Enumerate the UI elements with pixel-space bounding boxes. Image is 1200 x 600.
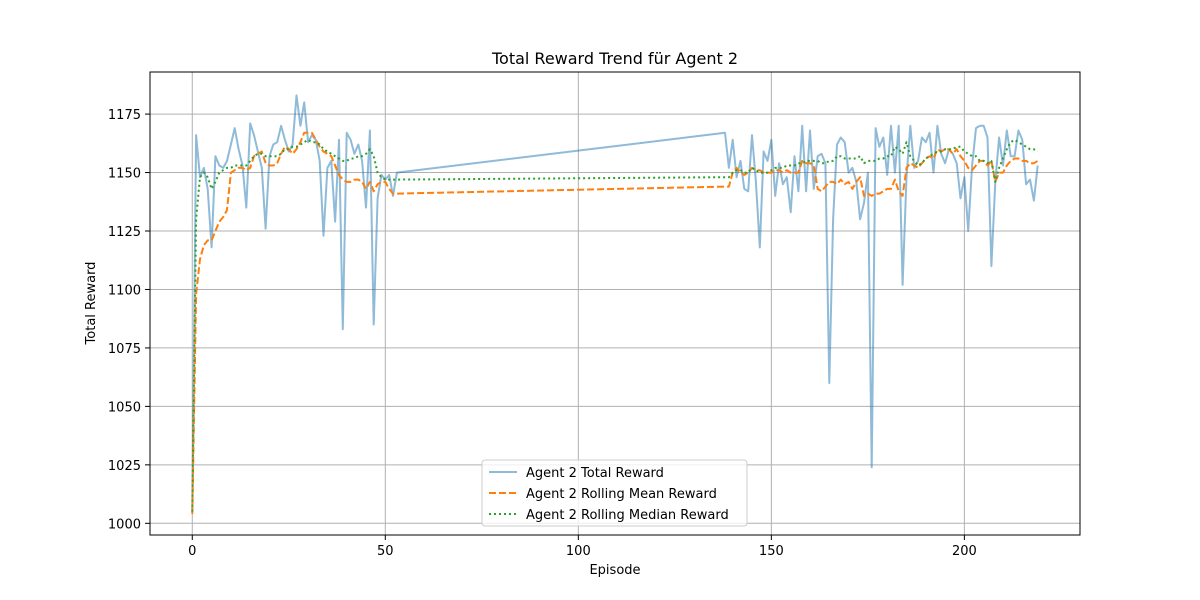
series-rolling-median-line [191, 138, 1039, 512]
legend: Agent 2 Total Reward Agent 2 Rolling Mea… [481, 459, 748, 527]
y-tick-label: 1025 [108, 459, 141, 474]
x-tick-label: 150 [759, 544, 784, 559]
y-tick-label: 1050 [108, 400, 141, 415]
y-tick-label: 1000 [108, 517, 141, 532]
axis-ticks: 0 50 100 150 200 1000 1025 1050 1075 1100 1125 1150… [108, 108, 977, 559]
y-axis-label: Total Reward [84, 262, 99, 346]
legend-label-mean: Agent 2 Rolling Mean Reward [526, 487, 717, 502]
chart-title: Total Reward Trend für Agent 2 [491, 49, 738, 68]
y-tick-label: 1075 [108, 342, 141, 357]
plot-frame [149, 71, 1081, 536]
series-rolling-mean-line [191, 131, 1039, 515]
y-tick-label: 1150 [108, 167, 141, 182]
legend-box [481, 459, 748, 527]
y-tick-label: 1175 [108, 108, 141, 123]
y-tick-label: 1100 [108, 283, 141, 298]
x-tick-label: 50 [377, 544, 394, 559]
legend-label-median: Agent 2 Rolling Median Reward [526, 508, 729, 523]
x-tick-label: 0 [188, 544, 196, 559]
x-axis-label: Episode [589, 563, 640, 578]
y-tick-label: 1125 [108, 225, 141, 240]
grid [150, 72, 1080, 535]
legend-label-total: Agent 2 Total Reward [526, 466, 664, 481]
x-tick-label: 200 [952, 544, 977, 559]
x-tick-label: 100 [566, 544, 591, 559]
series-layer [191, 94, 1039, 515]
